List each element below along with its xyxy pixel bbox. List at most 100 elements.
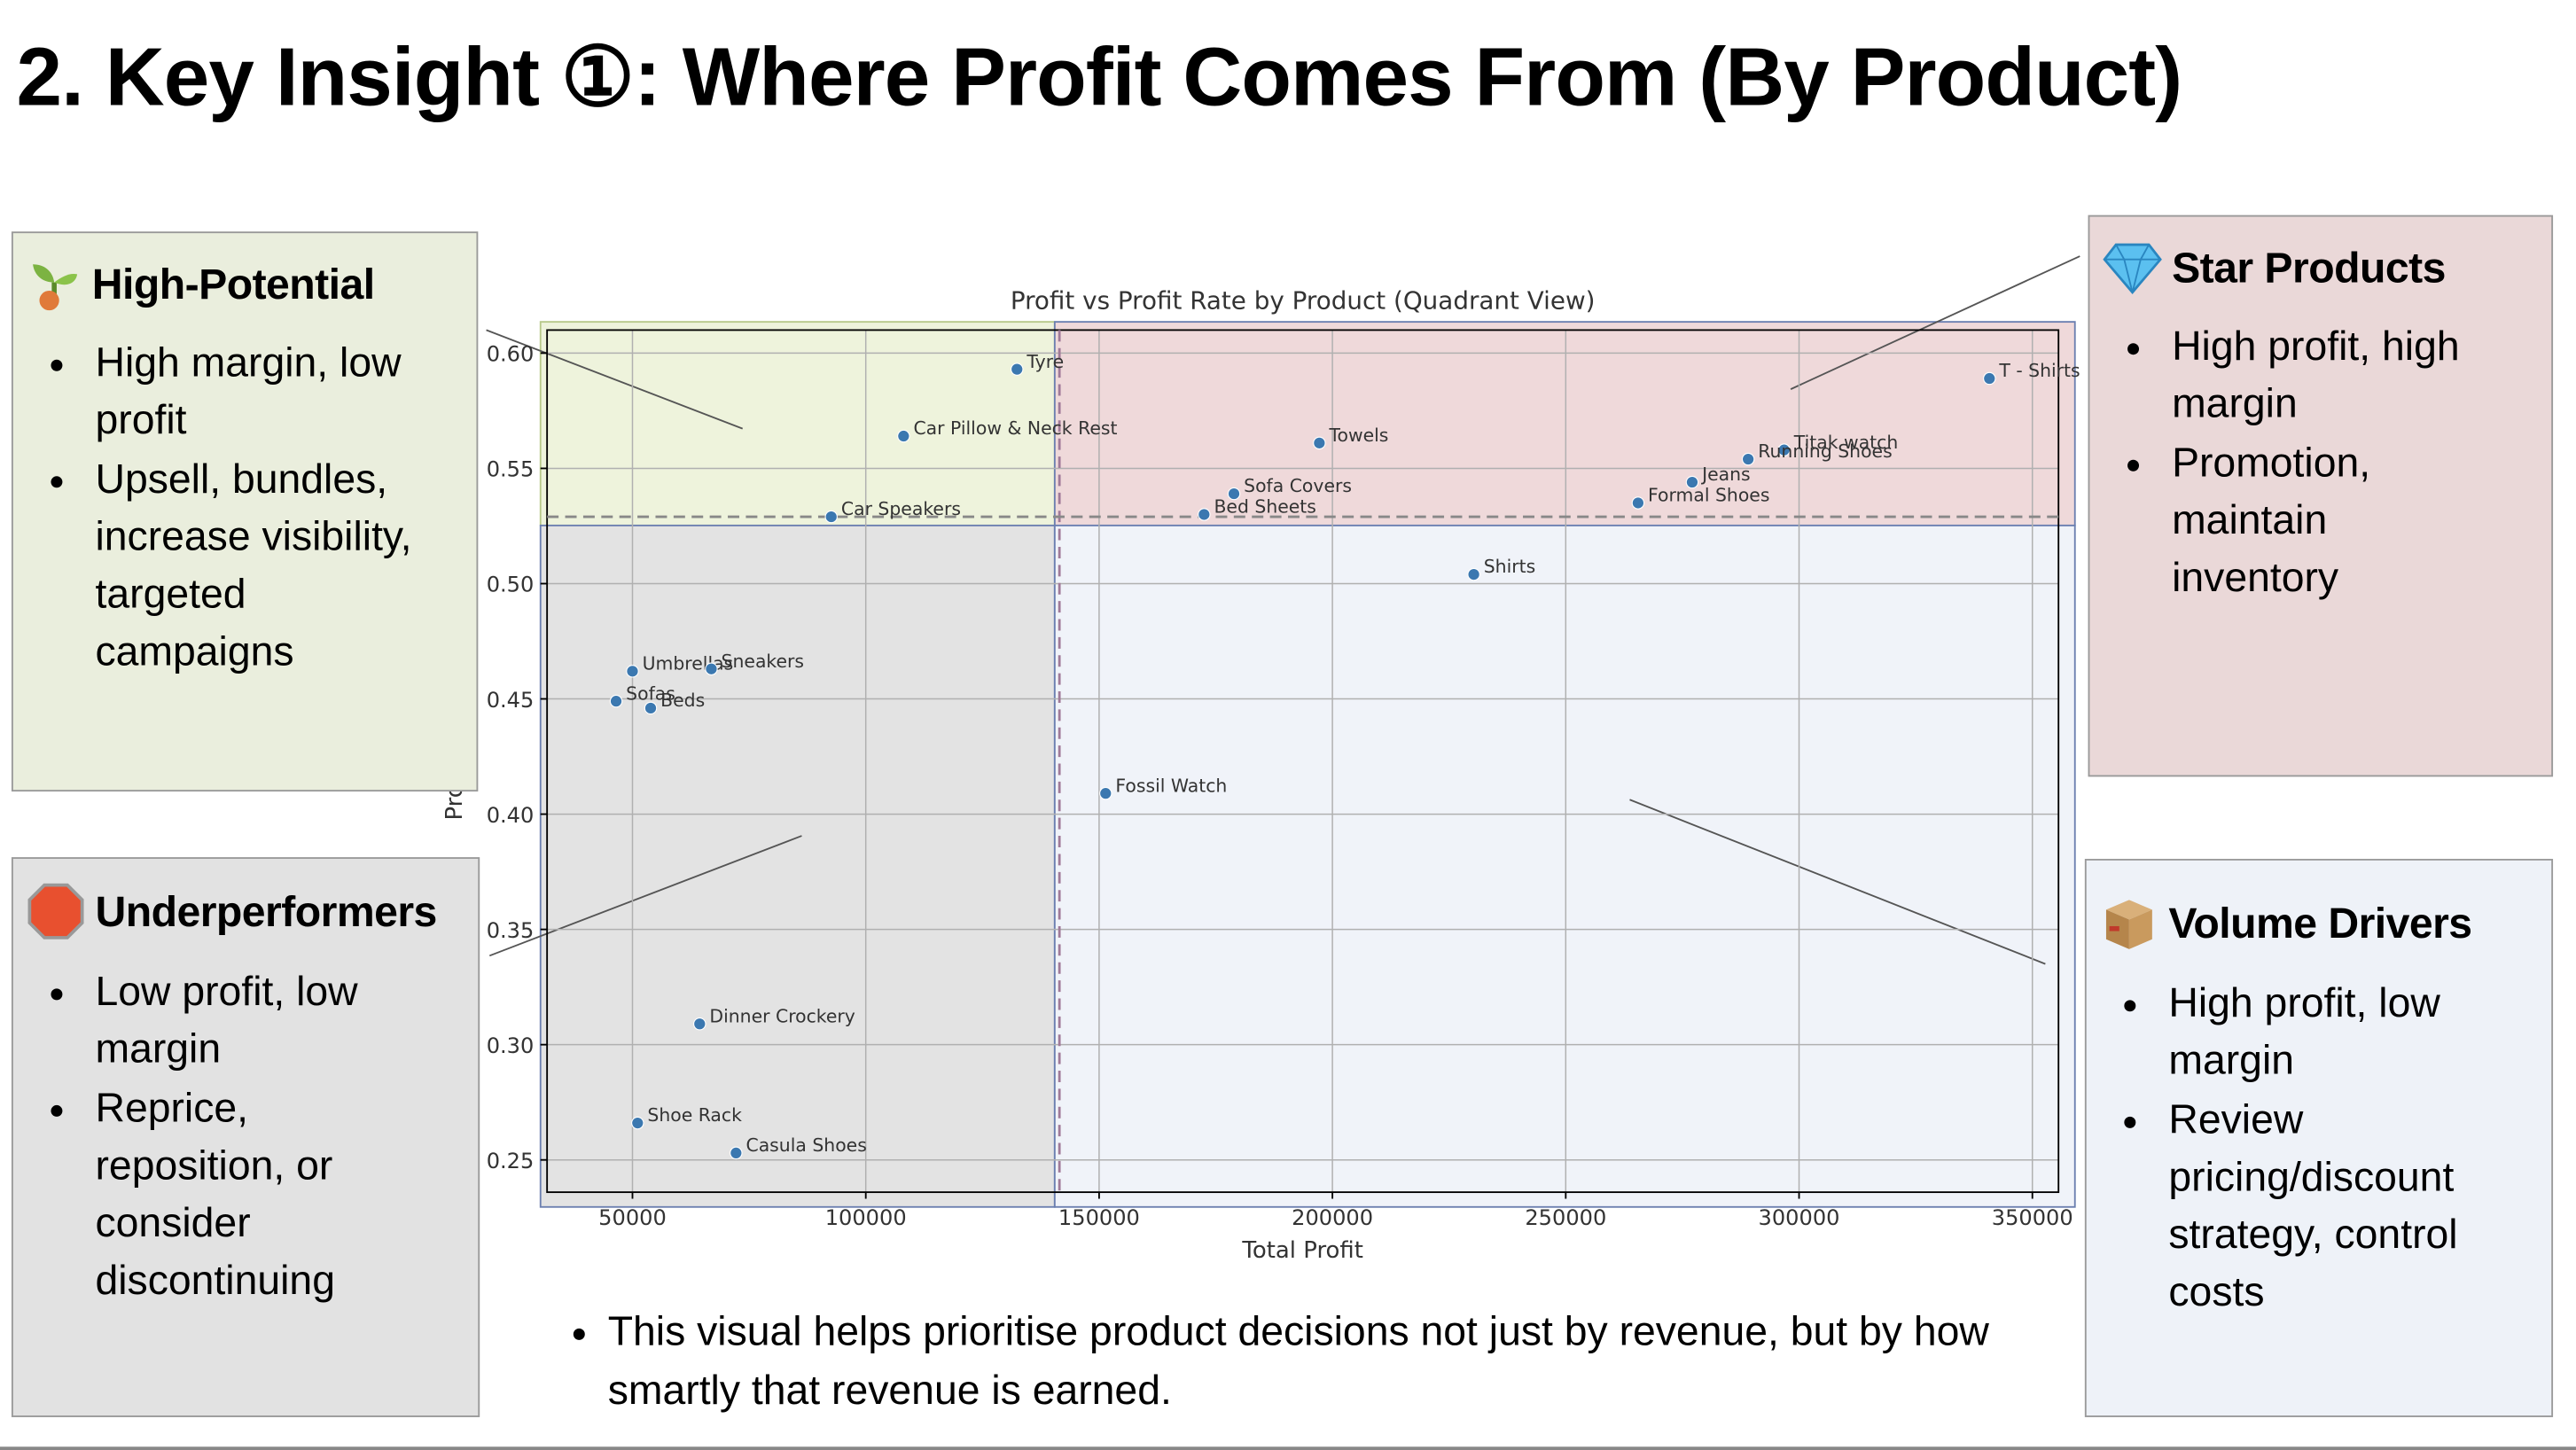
chart-title: Profit vs Profit Rate by Product (Quadra… bbox=[1011, 285, 1596, 315]
point-label: Running Shoes bbox=[1758, 440, 1892, 462]
star-products-box: Star Products High profit, high margin P… bbox=[2088, 214, 2554, 777]
point bbox=[1011, 362, 1024, 376]
box-heading-row: High-Potential bbox=[27, 256, 460, 312]
bullet-list: High margin, low profit Upsell, bundles,… bbox=[27, 335, 439, 682]
x-tick-label: 150000 bbox=[1058, 1205, 1140, 1230]
point-label: Tyre bbox=[1026, 351, 1064, 372]
point-label: Shoe Rack bbox=[647, 1104, 742, 1126]
x-tick-label: 50000 bbox=[598, 1205, 667, 1230]
y-tick-label: 0.45 bbox=[487, 688, 535, 713]
point bbox=[1467, 567, 1480, 581]
point-label: Car Speakers bbox=[841, 498, 961, 519]
volume-drivers-box: Volume Drivers High profit, low margin R… bbox=[2084, 858, 2554, 1417]
point-label: Fossil Watch bbox=[1115, 775, 1227, 796]
point bbox=[1631, 496, 1645, 510]
point bbox=[705, 662, 718, 675]
quadrant-underperformers bbox=[539, 524, 1056, 1208]
plot-frame bbox=[546, 329, 2060, 1194]
point bbox=[730, 1146, 743, 1160]
bullet-list: Low profit, low margin Reprice, repositi… bbox=[27, 964, 414, 1311]
x-axis-label: Total Profit bbox=[1241, 1237, 1363, 1264]
y-tick-label: 0.50 bbox=[487, 573, 535, 597]
plot-area: 50000 100000 150000 200000 250000 300000 35000… bbox=[487, 329, 2080, 1230]
diamond-icon bbox=[2103, 243, 2162, 294]
point-label: Car Pillow & Neck Rest bbox=[913, 417, 1117, 439]
point-label: Sofa Covers bbox=[1244, 475, 1352, 496]
point-label: Formal Shoes bbox=[1648, 485, 1769, 506]
box-heading-row: Underperformers bbox=[27, 882, 462, 941]
box-heading: Underperformers bbox=[95, 885, 437, 936]
bullet: Review pricing/discount strategy, contro… bbox=[2158, 1092, 2511, 1321]
point-label: Titak watch bbox=[1793, 432, 1899, 453]
footnote-block: This visual helps prioritise product dec… bbox=[558, 1302, 2004, 1420]
point bbox=[824, 510, 838, 524]
y-tick-label: 0.40 bbox=[487, 803, 535, 828]
high-potential-box: High-Potential High margin, low profit U… bbox=[11, 231, 479, 792]
point bbox=[693, 1017, 706, 1031]
slide-title: 2. Key Insight ①: Where Profit Comes Fro… bbox=[16, 31, 2183, 123]
point-label: T - Shirts bbox=[1998, 360, 2080, 381]
bullet: High profit, high margin bbox=[2162, 318, 2482, 433]
leader-line bbox=[488, 835, 802, 957]
point-label: Sneakers bbox=[722, 651, 804, 672]
point bbox=[1983, 371, 1996, 386]
leader-line bbox=[1629, 799, 2046, 965]
quadrant-star bbox=[1053, 321, 2076, 526]
point-label: Jeans bbox=[1700, 464, 1751, 485]
point bbox=[609, 694, 623, 708]
leader-line bbox=[1790, 255, 2080, 390]
box-heading: Volume Drivers bbox=[2168, 897, 2472, 947]
point bbox=[897, 429, 910, 443]
box-heading-row: Volume Drivers bbox=[2100, 893, 2535, 953]
y-tick-label: 0.25 bbox=[487, 1149, 535, 1173]
sprout-icon bbox=[33, 264, 78, 311]
footnote: This visual helps prioritise product dec… bbox=[608, 1302, 2004, 1420]
point bbox=[1685, 475, 1699, 489]
point-label: Sofas bbox=[626, 682, 675, 704]
quadrant-high-potential bbox=[539, 321, 1056, 526]
x-tick-label: 350000 bbox=[1992, 1205, 2073, 1230]
point-label: Umbrellas bbox=[643, 652, 734, 674]
point-label: Shirts bbox=[1484, 556, 1536, 577]
point bbox=[1227, 487, 1241, 501]
box-heading: High-Potential bbox=[91, 258, 375, 308]
bullet: High profit, low margin bbox=[2158, 976, 2511, 1091]
bullet-list: This visual helps prioritise product dec… bbox=[558, 1302, 2004, 1420]
bullet-list: High profit, low margin Review pricing/d… bbox=[2100, 976, 2512, 1322]
box-icon bbox=[2105, 900, 2152, 949]
point bbox=[1198, 508, 1211, 521]
y-tick-label: 0.60 bbox=[487, 342, 535, 367]
point-label: Bed Sheets bbox=[1214, 496, 1315, 518]
point bbox=[1099, 786, 1112, 800]
bullet: Upsell, bundles, increase visibility, ta… bbox=[85, 452, 438, 682]
point bbox=[1741, 452, 1755, 466]
x-tick-label: 300000 bbox=[1759, 1205, 1840, 1230]
point-label: Beds bbox=[660, 690, 705, 711]
bullet: Promotion, maintain inventory bbox=[2162, 435, 2482, 608]
x-tick-label: 250000 bbox=[1525, 1205, 1606, 1230]
bullet: Low profit, low margin bbox=[85, 964, 414, 1080]
box-heading: Star Products bbox=[2172, 242, 2446, 292]
point bbox=[644, 701, 658, 715]
y-tick-label: 0.35 bbox=[487, 918, 535, 943]
point bbox=[631, 1116, 644, 1130]
bullet: High margin, low profit bbox=[85, 335, 438, 450]
x-tick-label: 200000 bbox=[1292, 1205, 1373, 1230]
point bbox=[1313, 436, 1326, 450]
point-label: Towels bbox=[1328, 425, 1388, 446]
bullet: Reprice, reposition, or consider discont… bbox=[85, 1080, 414, 1310]
bullet-list: High profit, high margin Promotion, main… bbox=[2103, 318, 2482, 607]
y-tick-label: 0.55 bbox=[487, 457, 535, 482]
underperformers-box: Underperformers Low profit, low margin R… bbox=[11, 857, 480, 1417]
x-tick-label: 100000 bbox=[825, 1205, 907, 1230]
quadrant-volume bbox=[1053, 524, 2076, 1208]
stop-icon bbox=[27, 883, 84, 939]
leader-line bbox=[486, 329, 744, 430]
box-heading-row: Star Products bbox=[2103, 240, 2534, 296]
point bbox=[1777, 443, 1791, 456]
point-label: Casula Shoes bbox=[745, 1134, 866, 1156]
y-tick-label: 0.30 bbox=[487, 1033, 535, 1058]
